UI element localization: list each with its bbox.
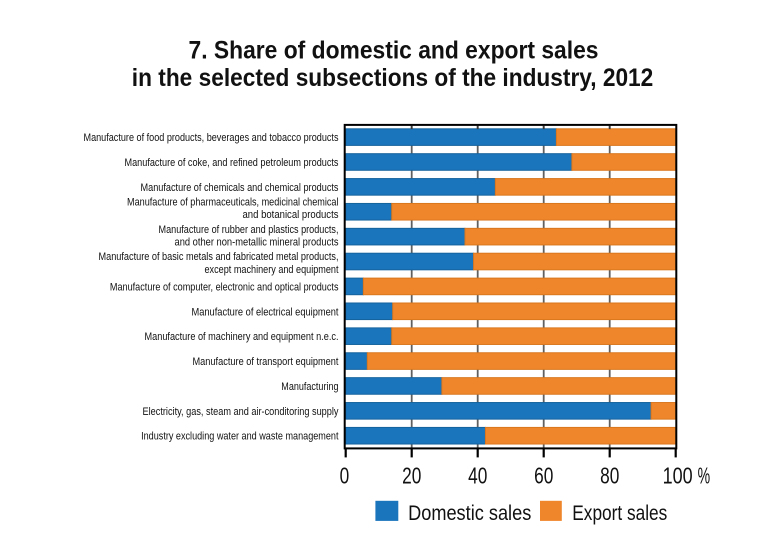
svg-text:Manufacturing: Manufacturing [281, 381, 338, 393]
svg-text:Domestic sales: Domestic sales [408, 502, 531, 525]
svg-text:Manufacture of chemicals and c: Manufacture of chemicals and chemical pr… [141, 182, 339, 194]
svg-text:and other non-metallic mineral: and other non-metallic mineral products [175, 237, 339, 249]
svg-text:%: % [698, 462, 711, 488]
svg-text:in the selected subsections of: in the selected subsections of the indus… [132, 64, 654, 92]
svg-text:100: 100 [663, 462, 693, 488]
svg-text:Manufacture of coke, and refin: Manufacture of coke, and refined petrole… [125, 157, 339, 169]
svg-text:Export sales: Export sales [572, 502, 667, 525]
svg-text:60: 60 [534, 462, 553, 488]
svg-text:Manufacture of transport equip: Manufacture of transport equipment [193, 356, 339, 368]
svg-text:Manufacture of pharmaceuticals: Manufacture of pharmaceuticals, medicina… [127, 196, 339, 208]
svg-text:Manufacture of machinery and e: Manufacture of machinery and equipment n… [145, 331, 339, 343]
svg-text:and botanical products: and botanical products [243, 209, 339, 221]
svg-text:80: 80 [600, 462, 619, 488]
svg-text:Manufacture of food products,: Manufacture of food products, beverages … [84, 132, 339, 144]
svg-text:7. Share of domestic and expor: 7. Share of domestic and export sales [189, 37, 599, 65]
svg-text:Electricity, gas, steam and ai: Electricity, gas, steam and air-conditor… [143, 406, 340, 418]
svg-text:Manufacture of computer, elect: Manufacture of computer, electronic and … [110, 281, 339, 293]
svg-text:0: 0 [340, 462, 350, 488]
svg-text:except machinery and equipment: except machinery and equipment [205, 264, 339, 276]
svg-text:Industry excluding water and w: Industry excluding water and waste manag… [141, 431, 338, 443]
svg-text:Manufacture of rubber and plas: Manufacture of rubber and plastics produ… [159, 224, 339, 236]
svg-text:20: 20 [402, 462, 421, 488]
svg-text:Manufacture of basic metals an: Manufacture of basic metals and fabricat… [99, 251, 339, 263]
svg-text:40: 40 [468, 462, 487, 488]
svg-text:Manufacture of electrical equi: Manufacture of electrical equipment [192, 306, 339, 318]
